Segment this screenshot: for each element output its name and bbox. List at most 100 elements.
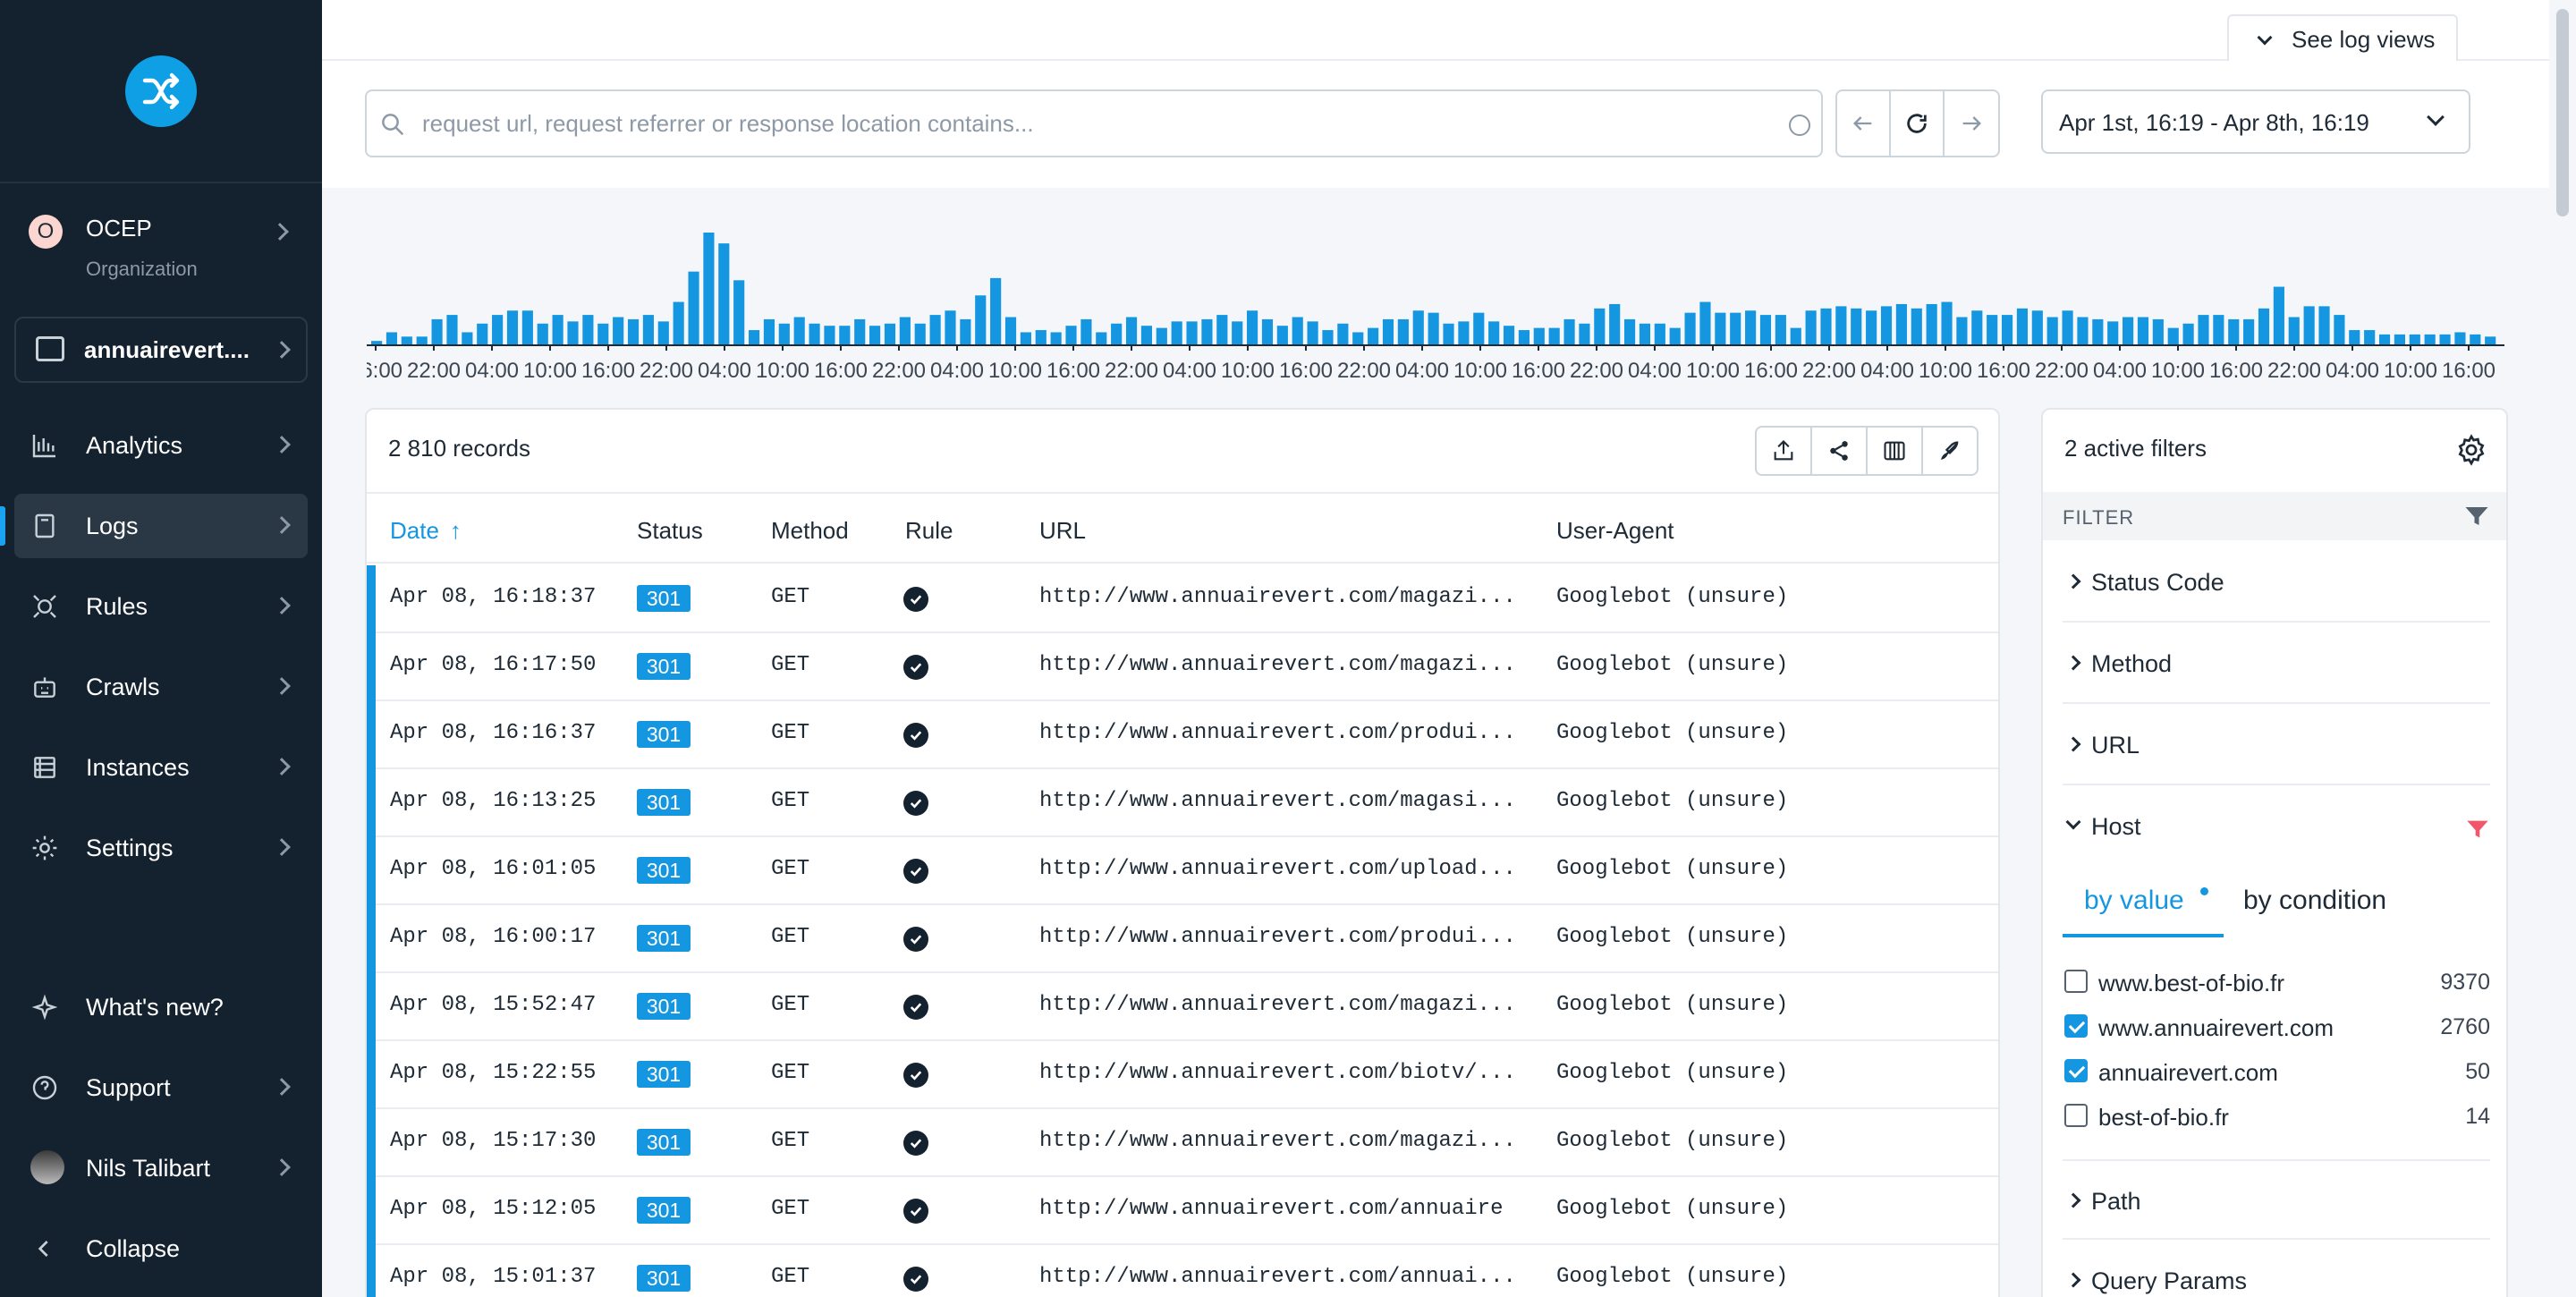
histogram-bar[interactable]: [1216, 315, 1228, 345]
histogram-bar[interactable]: [1261, 318, 1274, 345]
histogram-bar[interactable]: [1518, 330, 1530, 345]
histogram-bar[interactable]: [1533, 327, 1545, 345]
histogram-bar[interactable]: [1715, 312, 1726, 345]
histogram-bar[interactable]: [2137, 317, 2149, 346]
histogram-bar[interactable]: [2152, 318, 2164, 345]
histogram-bar[interactable]: [1880, 306, 1893, 345]
histogram-bar[interactable]: [1926, 303, 1937, 345]
share-button[interactable]: [1812, 428, 1868, 474]
histogram-bar[interactable]: [1759, 315, 1772, 345]
histogram-bar[interactable]: [2258, 308, 2270, 345]
filter-url[interactable]: URL: [2063, 705, 2490, 785]
histogram-bar[interactable]: [1503, 326, 1515, 345]
histogram-bar[interactable]: [884, 323, 896, 345]
histogram-bar[interactable]: [854, 318, 866, 345]
column-method[interactable]: Method: [771, 517, 849, 544]
histogram-bar[interactable]: [1895, 303, 1907, 345]
histogram-bar[interactable]: [1911, 308, 1922, 345]
histogram-bar[interactable]: [2107, 321, 2119, 345]
histogram-bar[interactable]: [1443, 323, 1454, 345]
histogram-bar[interactable]: [1186, 321, 1198, 345]
histogram-bar[interactable]: [899, 317, 911, 346]
page-scrollbar[interactable]: [2549, 0, 2576, 1297]
column-status[interactable]: Status: [637, 517, 703, 544]
histogram-bar[interactable]: [1125, 317, 1138, 346]
table-row[interactable]: Apr 08, 15:52:47 301 GET http://www.annuair…: [367, 973, 1998, 1041]
histogram-bar[interactable]: [1594, 308, 1606, 345]
host-value-item[interactable]: annuairevert.com 50: [2063, 1050, 2490, 1095]
histogram-bar[interactable]: [763, 318, 775, 345]
requests-histogram[interactable]: 16:0022:0004:0010:0016:0022:0004:0010:00…: [367, 224, 2504, 394]
previous-period-button[interactable]: [1837, 91, 1891, 156]
histogram-bar[interactable]: [2182, 323, 2194, 345]
table-row[interactable]: Apr 08, 15:22:55 301 GET http://www.annuair…: [367, 1041, 1998, 1109]
histogram-bar[interactable]: [869, 326, 881, 345]
histogram-bar[interactable]: [1322, 330, 1334, 345]
table-row[interactable]: Apr 08, 16:01:05 301 GET http://www.annuair…: [367, 837, 1998, 905]
histogram-bar[interactable]: [1156, 327, 1167, 345]
histogram-bar[interactable]: [2349, 330, 2360, 345]
tab-by-value[interactable]: by value: [2084, 886, 2184, 915]
histogram-bar[interactable]: [1428, 312, 1439, 345]
columns-button[interactable]: [1868, 428, 1923, 474]
column-user-agent[interactable]: User-Agent: [1556, 517, 1674, 544]
histogram-bar[interactable]: [2378, 334, 2391, 345]
host-value-item[interactable]: www.annuairevert.com 2760: [2063, 1005, 2490, 1050]
histogram-bar[interactable]: [1458, 321, 1470, 345]
histogram-bar[interactable]: [462, 332, 473, 345]
histogram-bar[interactable]: [431, 318, 443, 345]
histogram-bar[interactable]: [1473, 312, 1485, 345]
date-range-picker[interactable]: Apr 1st, 16:19 - Apr 8th, 16:19: [2041, 89, 2470, 154]
export-button[interactable]: [1757, 428, 1812, 474]
histogram-bar[interactable]: [1140, 326, 1152, 345]
histogram-bar[interactable]: [1579, 323, 1590, 345]
histogram-bar[interactable]: [1941, 301, 1953, 345]
filter-host[interactable]: Host: [2063, 786, 2490, 867]
histogram-bar[interactable]: [386, 332, 398, 345]
histogram-bar[interactable]: [748, 330, 760, 345]
filter-method[interactable]: Method: [2063, 623, 2490, 704]
project-switcher[interactable]: annuairevert....: [14, 317, 308, 383]
column-rule[interactable]: Rule: [905, 517, 953, 544]
histogram-bar[interactable]: [2409, 334, 2420, 345]
histogram-bar[interactable]: [793, 317, 805, 346]
histogram-bar[interactable]: [2092, 318, 2104, 345]
histogram-bar[interactable]: [2303, 306, 2315, 345]
histogram-bar[interactable]: [2016, 308, 2029, 345]
histogram-bar[interactable]: [960, 318, 971, 345]
checkbox[interactable]: [2064, 1104, 2088, 1127]
histogram-bar[interactable]: [673, 301, 684, 345]
histogram-bar[interactable]: [1065, 326, 1077, 345]
histogram-bar[interactable]: [1096, 332, 1107, 345]
histogram-bar[interactable]: [1035, 330, 1046, 345]
filter-query-params[interactable]: Query Params: [2063, 1241, 2490, 1297]
histogram-bar[interactable]: [1050, 332, 1062, 345]
histogram-bar[interactable]: [1563, 318, 1575, 345]
histogram-bar[interactable]: [567, 321, 579, 345]
histogram-bar[interactable]: [2439, 334, 2451, 345]
histogram-bar[interactable]: [582, 315, 594, 345]
search-input[interactable]: [422, 106, 1746, 141]
histogram-bar[interactable]: [688, 271, 699, 345]
histogram-bar[interactable]: [1805, 310, 1817, 345]
histogram-bar[interactable]: [1488, 321, 1500, 345]
histogram-bar[interactable]: [2167, 327, 2179, 345]
histogram-bar[interactable]: [2273, 286, 2284, 345]
histogram-bar[interactable]: [839, 326, 851, 345]
histogram-bar[interactable]: [2424, 334, 2436, 345]
histogram-bar[interactable]: [537, 323, 548, 345]
histogram-bar[interactable]: [2243, 318, 2255, 345]
histogram-bar[interactable]: [1307, 321, 1318, 345]
table-row[interactable]: Apr 08, 16:17:50 301 GET http://www.annuair…: [367, 633, 1998, 701]
histogram-bar[interactable]: [1548, 327, 1560, 345]
histogram-bar[interactable]: [1171, 321, 1182, 345]
histogram-bar[interactable]: [703, 233, 715, 345]
nav-whats-new[interactable]: What's new?: [14, 975, 308, 1039]
table-row[interactable]: Apr 08, 16:00:17 301 GET http://www.annuair…: [367, 905, 1998, 973]
histogram-bar[interactable]: [2213, 315, 2224, 345]
see-log-views-button[interactable]: See log views: [2227, 14, 2458, 61]
histogram-bar[interactable]: [2228, 318, 2240, 345]
histogram-bar[interactable]: [945, 310, 956, 345]
filter-path[interactable]: Path: [2063, 1159, 2490, 1240]
nav-crawls[interactable]: Crawls: [14, 655, 308, 719]
